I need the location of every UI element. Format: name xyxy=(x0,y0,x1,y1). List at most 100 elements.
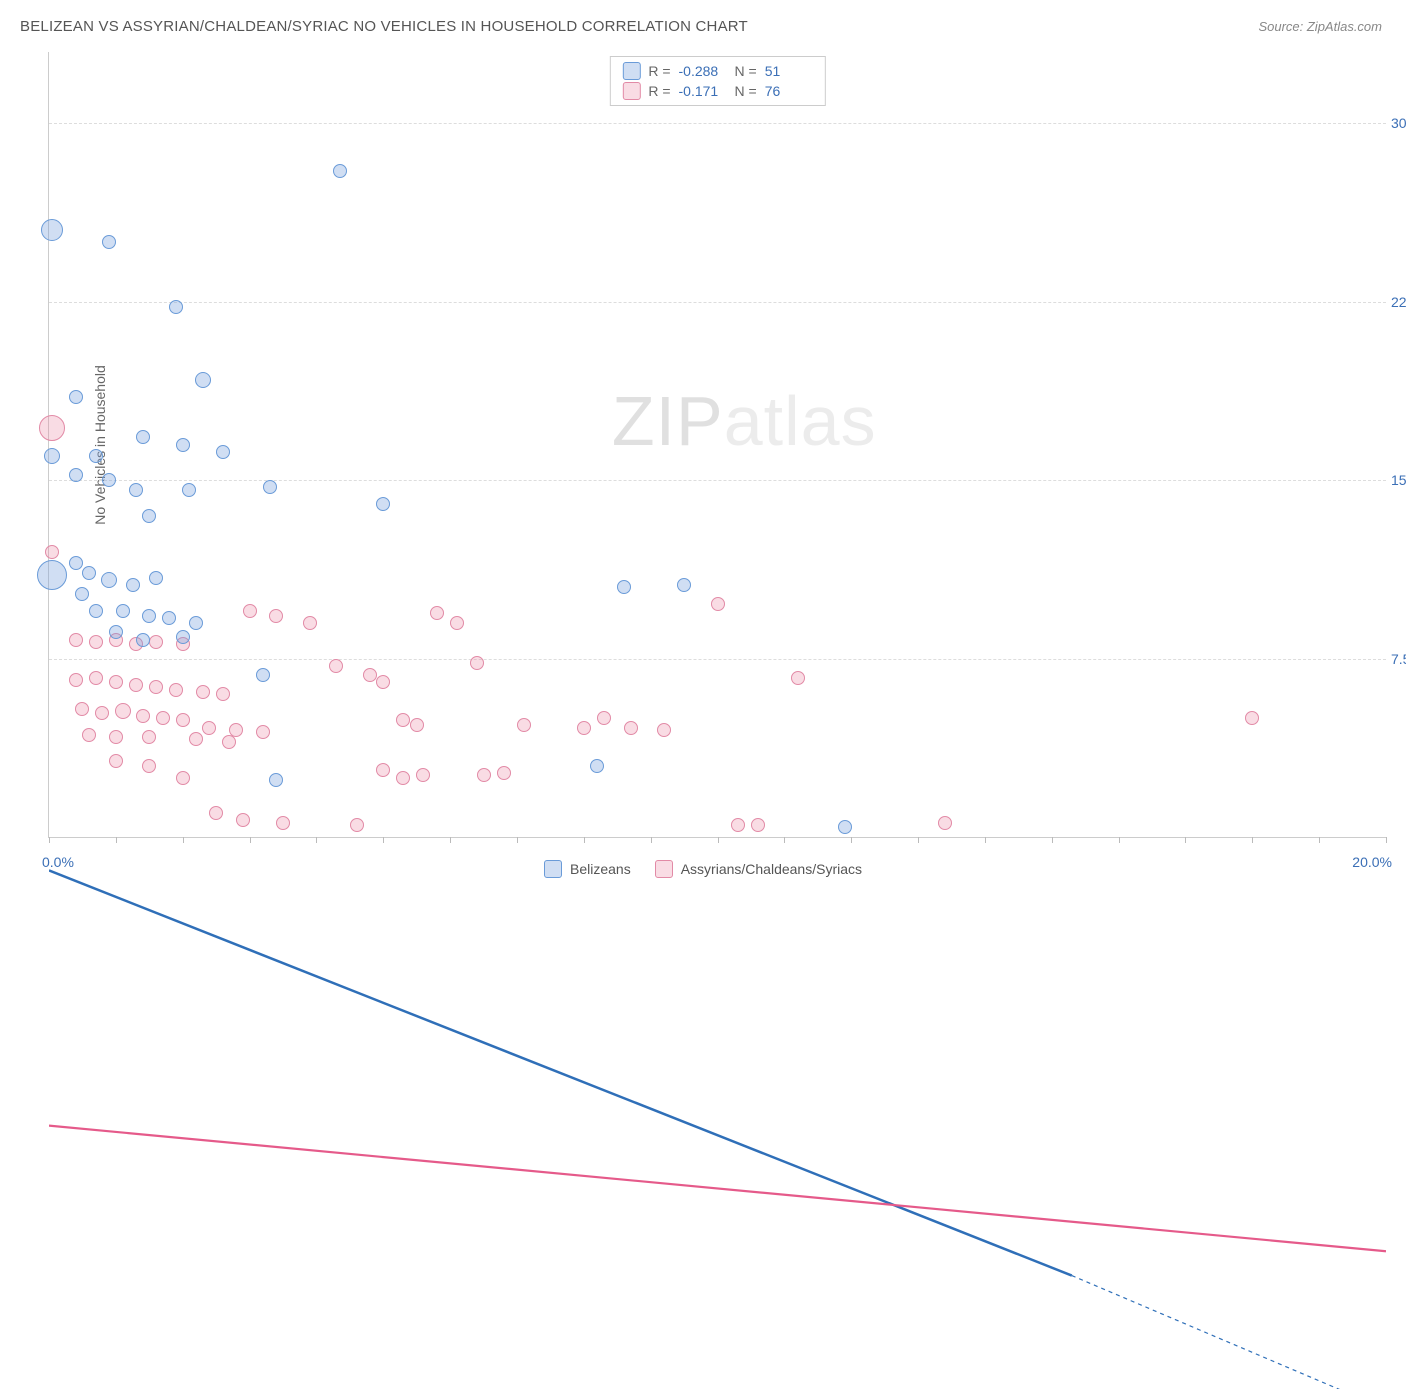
x-tick xyxy=(1319,837,1320,843)
x-tick xyxy=(450,837,451,843)
data-point xyxy=(731,818,745,832)
data-point xyxy=(176,713,190,727)
x-tick xyxy=(183,837,184,843)
y-tick-label: 15.0% xyxy=(1391,472,1406,488)
chart-title: BELIZEAN VS ASSYRIAN/CHALDEAN/SYRIAC NO … xyxy=(20,18,748,35)
data-point xyxy=(791,671,805,685)
data-point xyxy=(430,606,444,620)
data-point xyxy=(751,818,765,832)
data-point xyxy=(149,571,163,585)
data-point xyxy=(276,816,290,830)
legend-item: Assyrians/Chaldeans/Syriacs xyxy=(655,860,862,878)
data-point xyxy=(269,609,283,623)
data-point xyxy=(109,675,123,689)
data-point xyxy=(263,480,277,494)
grid-line xyxy=(49,302,1386,303)
data-point xyxy=(45,545,59,559)
data-point xyxy=(109,730,123,744)
data-point xyxy=(176,438,190,452)
stats-legend-box: R =-0.288N =51 R = -0.171 N = 76 xyxy=(609,56,825,106)
watermark: ZIPatlas xyxy=(612,381,877,461)
n-label: N = xyxy=(735,83,757,99)
data-point xyxy=(450,616,464,630)
data-point xyxy=(396,713,410,727)
legend-item: Belizeans xyxy=(544,860,631,878)
data-point xyxy=(189,732,203,746)
data-point xyxy=(69,633,83,647)
data-point xyxy=(196,685,210,699)
series-legend: Belizeans Assyrians/Chaldeans/Syriacs xyxy=(544,860,862,878)
data-point xyxy=(333,164,347,178)
data-point xyxy=(95,706,109,720)
data-point xyxy=(497,766,511,780)
x-tick xyxy=(1252,837,1253,843)
data-point xyxy=(89,635,103,649)
data-point xyxy=(109,625,123,639)
stats-row: R = -0.171 N = 76 xyxy=(622,81,812,101)
data-point xyxy=(69,468,83,482)
data-point xyxy=(410,718,424,732)
n-label: N = xyxy=(735,63,757,79)
data-point xyxy=(69,673,83,687)
data-point xyxy=(82,728,96,742)
data-point xyxy=(938,816,952,830)
data-point xyxy=(41,219,63,241)
data-point xyxy=(169,683,183,697)
data-point xyxy=(89,671,103,685)
data-point xyxy=(142,609,156,623)
n-value: 76 xyxy=(765,83,813,99)
data-point xyxy=(477,768,491,782)
x-tick xyxy=(316,837,317,843)
grid-line xyxy=(49,123,1386,124)
data-point xyxy=(209,806,223,820)
r-value: -0.171 xyxy=(679,83,727,99)
data-point xyxy=(617,580,631,594)
stats-row: R =-0.288N =51 xyxy=(622,61,812,81)
data-point xyxy=(1245,711,1259,725)
data-point xyxy=(101,572,117,588)
plot-area: No Vehicles in Household ZIPatlas R =-0.… xyxy=(48,52,1386,838)
data-point xyxy=(69,556,83,570)
data-point xyxy=(236,813,250,827)
legend-swatch xyxy=(655,860,673,878)
data-point xyxy=(189,616,203,630)
data-point xyxy=(222,735,236,749)
data-point xyxy=(657,723,671,737)
data-point xyxy=(115,703,131,719)
y-tick-label: 7.5% xyxy=(1391,651,1406,667)
data-point xyxy=(102,473,116,487)
data-point xyxy=(202,721,216,735)
data-point xyxy=(169,300,183,314)
x-tick xyxy=(116,837,117,843)
data-point xyxy=(517,718,531,732)
data-point xyxy=(216,445,230,459)
data-point xyxy=(376,675,390,689)
x-tick xyxy=(784,837,785,843)
data-point xyxy=(82,566,96,580)
x-axis-start-label: 0.0% xyxy=(42,854,74,870)
data-point xyxy=(142,759,156,773)
data-point xyxy=(416,768,430,782)
data-point xyxy=(269,773,283,787)
data-point xyxy=(75,587,89,601)
data-point xyxy=(142,730,156,744)
x-tick xyxy=(1386,837,1387,843)
data-point xyxy=(142,509,156,523)
x-tick xyxy=(651,837,652,843)
data-point xyxy=(44,448,60,464)
x-tick xyxy=(584,837,585,843)
legend-label: Belizeans xyxy=(570,861,631,877)
r-label: R = xyxy=(648,83,670,99)
data-point xyxy=(396,771,410,785)
data-point xyxy=(89,604,103,618)
grid-line xyxy=(49,659,1386,660)
x-tick xyxy=(49,837,50,843)
data-point xyxy=(37,560,67,590)
data-point xyxy=(350,818,364,832)
data-point xyxy=(256,725,270,739)
data-point xyxy=(89,449,103,463)
data-point xyxy=(176,771,190,785)
x-tick xyxy=(1052,837,1053,843)
data-point xyxy=(149,635,163,649)
data-point xyxy=(69,390,83,404)
